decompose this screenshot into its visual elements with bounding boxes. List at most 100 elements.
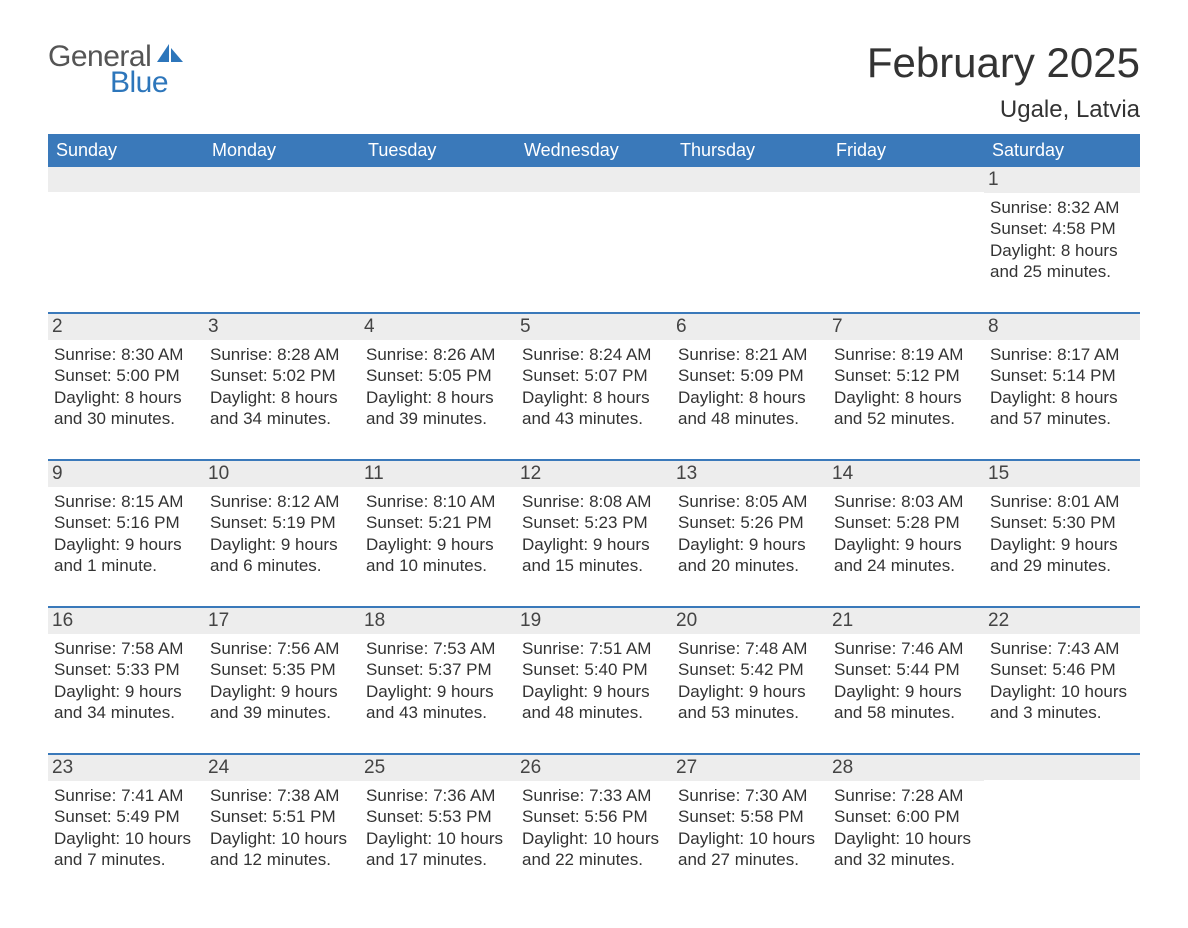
day-number — [828, 167, 984, 192]
day-info: Sunrise: 7:53 AMSunset: 5:37 PMDaylight:… — [366, 638, 510, 723]
day-number — [48, 167, 204, 192]
day-cell: 7Sunrise: 8:19 AMSunset: 5:12 PMDaylight… — [828, 314, 984, 447]
location-label: Ugale, Latvia — [867, 96, 1140, 124]
day-cell: 15Sunrise: 8:01 AMSunset: 5:30 PMDayligh… — [984, 461, 1140, 594]
day-info: Sunrise: 8:28 AMSunset: 5:02 PMDaylight:… — [210, 344, 354, 429]
day-cell — [516, 167, 672, 300]
day-cell — [984, 755, 1140, 888]
daylight-line: Daylight: 9 hours and 1 minute. — [54, 534, 198, 577]
day-info: Sunrise: 8:03 AMSunset: 5:28 PMDaylight:… — [834, 491, 978, 576]
weeks-container: 1 Sunrise: 8:32 AMSunset: 4:58 PMDaylight… — [48, 167, 1140, 888]
day-info: Sunrise: 8:12 AMSunset: 5:19 PMDaylight:… — [210, 491, 354, 576]
day-cell: 16Sunrise: 7:58 AMSunset: 5:33 PMDayligh… — [48, 608, 204, 741]
day-cell — [360, 167, 516, 300]
sunset-line: Sunset: 5:23 PM — [522, 512, 666, 533]
sunrise-line: Sunrise: 7:53 AM — [366, 638, 510, 659]
daylight-line: Daylight: 9 hours and 20 minutes. — [678, 534, 822, 577]
sunset-line: Sunset: 5:42 PM — [678, 659, 822, 680]
daylight-line: Daylight: 8 hours and 48 minutes. — [678, 387, 822, 430]
sunset-line: Sunset: 5:28 PM — [834, 512, 978, 533]
day-cell: 6Sunrise: 8:21 AMSunset: 5:09 PMDaylight… — [672, 314, 828, 447]
daylight-line: Daylight: 9 hours and 29 minutes. — [990, 534, 1134, 577]
sunset-line: Sunset: 5:46 PM — [990, 659, 1134, 680]
sunrise-line: Sunrise: 7:38 AM — [210, 785, 354, 806]
day-cell: 13Sunrise: 8:05 AMSunset: 5:26 PMDayligh… — [672, 461, 828, 594]
day-info: Sunrise: 7:36 AMSunset: 5:53 PMDaylight:… — [366, 785, 510, 870]
day-info: Sunrise: 7:41 AMSunset: 5:49 PMDaylight:… — [54, 785, 198, 870]
daylight-line: Daylight: 10 hours and 27 minutes. — [678, 828, 822, 871]
day-number: 22 — [984, 608, 1140, 634]
sunrise-line: Sunrise: 8:01 AM — [990, 491, 1134, 512]
weekday-header: Friday — [828, 134, 984, 167]
day-cell: 8Sunrise: 8:17 AMSunset: 5:14 PMDaylight… — [984, 314, 1140, 447]
day-number: 20 — [672, 608, 828, 634]
weekday-header: Sunday — [48, 134, 204, 167]
day-cell: 27Sunrise: 7:30 AMSunset: 5:58 PMDayligh… — [672, 755, 828, 888]
calendar: SundayMondayTuesdayWednesdayThursdayFrid… — [48, 134, 1140, 888]
day-number: 25 — [360, 755, 516, 781]
sunset-line: Sunset: 5:44 PM — [834, 659, 978, 680]
day-info: Sunrise: 8:15 AMSunset: 5:16 PMDaylight:… — [54, 491, 198, 576]
daylight-line: Daylight: 8 hours and 34 minutes. — [210, 387, 354, 430]
day-number: 23 — [48, 755, 204, 781]
day-cell: 5Sunrise: 8:24 AMSunset: 5:07 PMDaylight… — [516, 314, 672, 447]
daylight-line: Daylight: 9 hours and 48 minutes. — [522, 681, 666, 724]
day-cell: 12Sunrise: 8:08 AMSunset: 5:23 PMDayligh… — [516, 461, 672, 594]
day-cell: 28 Sunrise: 7:28 AMSunset: 6:00 PMDayligh… — [828, 755, 984, 888]
day-number: 28 — [828, 755, 984, 781]
day-number: 1 — [984, 167, 1140, 193]
day-cell: 10Sunrise: 8:12 AMSunset: 5:19 PMDayligh… — [204, 461, 360, 594]
sunset-line: Sunset: 5:58 PM — [678, 806, 822, 827]
sunset-line: Sunset: 5:30 PM — [990, 512, 1134, 533]
day-info: Sunrise: 8:30 AMSunset: 5:00 PMDaylight:… — [54, 344, 198, 429]
day-cell — [828, 167, 984, 300]
daylight-line: Daylight: 9 hours and 53 minutes. — [678, 681, 822, 724]
title-block: February 2025 Ugale, Latvia — [867, 40, 1140, 124]
daylight-line: Daylight: 10 hours and 12 minutes. — [210, 828, 354, 871]
day-info: Sunrise: 8:21 AMSunset: 5:09 PMDaylight:… — [678, 344, 822, 429]
week-row: 2Sunrise: 8:30 AMSunset: 5:00 PMDaylight… — [48, 312, 1140, 447]
daylight-line: Daylight: 8 hours and 43 minutes. — [522, 387, 666, 430]
day-number: 27 — [672, 755, 828, 781]
sunset-line: Sunset: 5:21 PM — [366, 512, 510, 533]
day-number — [984, 755, 1140, 780]
daylight-line: Daylight: 10 hours and 22 minutes. — [522, 828, 666, 871]
week-row: 9 Sunrise: 8:15 AMSunset: 5:16 PMDaylight… — [48, 459, 1140, 594]
sunrise-line: Sunrise: 8:28 AM — [210, 344, 354, 365]
week-row: 1 Sunrise: 8:32 AMSunset: 4:58 PMDaylight… — [48, 167, 1140, 300]
sunrise-line: Sunrise: 8:08 AM — [522, 491, 666, 512]
brand-word-blue: Blue — [110, 66, 168, 100]
sunset-line: Sunset: 5:51 PM — [210, 806, 354, 827]
day-info: Sunrise: 8:10 AMSunset: 5:21 PMDaylight:… — [366, 491, 510, 576]
sunrise-line: Sunrise: 7:58 AM — [54, 638, 198, 659]
daylight-line: Daylight: 9 hours and 6 minutes. — [210, 534, 354, 577]
brand-logo: General Blue — [48, 40, 185, 100]
day-number — [360, 167, 516, 192]
day-info: Sunrise: 7:28 AMSunset: 6:00 PMDaylight:… — [834, 785, 978, 870]
daylight-line: Daylight: 8 hours and 57 minutes. — [990, 387, 1134, 430]
daylight-line: Daylight: 9 hours and 34 minutes. — [54, 681, 198, 724]
day-info: Sunrise: 8:01 AMSunset: 5:30 PMDaylight:… — [990, 491, 1134, 576]
day-cell: 4Sunrise: 8:26 AMSunset: 5:05 PMDaylight… — [360, 314, 516, 447]
day-cell: 22 Sunrise: 7:43 AMSunset: 5:46 PMDayligh… — [984, 608, 1140, 741]
day-info: Sunrise: 8:24 AMSunset: 5:07 PMDaylight:… — [522, 344, 666, 429]
day-cell: 17Sunrise: 7:56 AMSunset: 5:35 PMDayligh… — [204, 608, 360, 741]
day-number: 3 — [204, 314, 360, 340]
daylight-line: Daylight: 9 hours and 10 minutes. — [366, 534, 510, 577]
day-number: 12 — [516, 461, 672, 487]
day-info: Sunrise: 8:32 AMSunset: 4:58 PMDaylight:… — [990, 197, 1134, 282]
day-cell: 18Sunrise: 7:53 AMSunset: 5:37 PMDayligh… — [360, 608, 516, 741]
weekday-header: Thursday — [672, 134, 828, 167]
day-number: 17 — [204, 608, 360, 634]
day-cell: 20Sunrise: 7:48 AMSunset: 5:42 PMDayligh… — [672, 608, 828, 741]
day-number: 26 — [516, 755, 672, 781]
day-number — [516, 167, 672, 192]
day-number: 9 — [48, 461, 204, 487]
sunrise-line: Sunrise: 8:21 AM — [678, 344, 822, 365]
day-cell: 14Sunrise: 8:03 AMSunset: 5:28 PMDayligh… — [828, 461, 984, 594]
daylight-line: Daylight: 8 hours and 52 minutes. — [834, 387, 978, 430]
weekday-header-row: SundayMondayTuesdayWednesdayThursdayFrid… — [48, 134, 1140, 167]
day-info: Sunrise: 7:43 AMSunset: 5:46 PMDaylight:… — [990, 638, 1134, 723]
sunrise-line: Sunrise: 8:30 AM — [54, 344, 198, 365]
day-cell: 19Sunrise: 7:51 AMSunset: 5:40 PMDayligh… — [516, 608, 672, 741]
